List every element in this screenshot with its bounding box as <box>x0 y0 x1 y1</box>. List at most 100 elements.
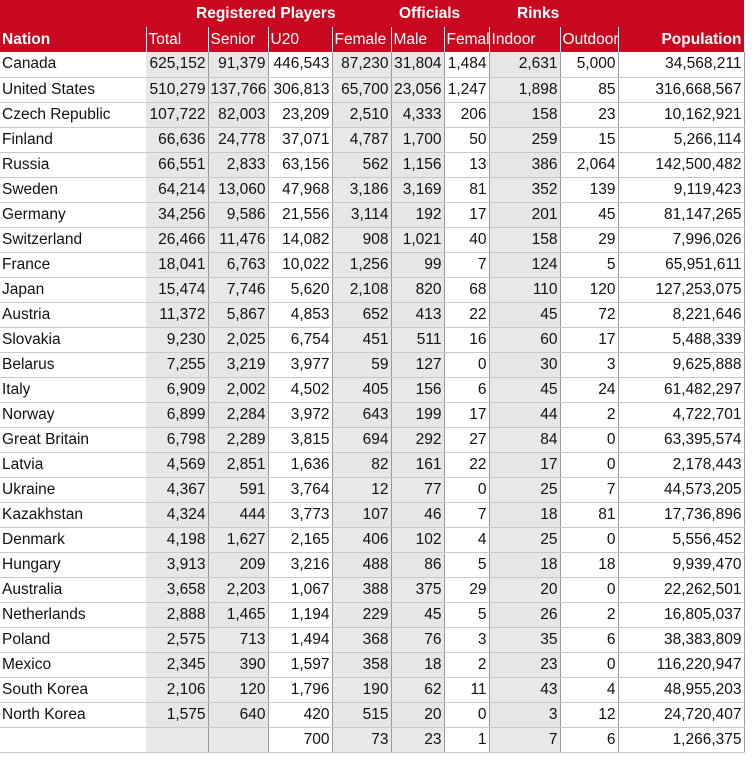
cell-total <box>146 727 209 753</box>
cell-outdoor: 12 <box>560 702 619 728</box>
cell-off-female: 2 <box>444 652 490 678</box>
group-officials: Officials <box>391 0 490 27</box>
table-row: 700 73 23 1 7 6 1,266,375 <box>0 727 745 753</box>
cell-population: 24,720,407 <box>618 702 745 728</box>
cell-total: 26,466 <box>146 227 209 253</box>
cell-indoor: 23 <box>489 652 561 678</box>
cell-indoor: 84 <box>489 427 561 453</box>
cell-u20: 4,853 <box>268 302 333 328</box>
cell-nation: Germany <box>0 202 146 228</box>
cell-female: 12 <box>332 477 392 503</box>
cell-outdoor: 120 <box>560 277 619 303</box>
cell-total: 64,214 <box>146 177 209 203</box>
cell-senior: 1,627 <box>208 527 269 553</box>
cell-outdoor: 139 <box>560 177 619 203</box>
cell-off-female: 40 <box>444 227 490 253</box>
cell-female: 643 <box>332 402 392 428</box>
cell-male: 18 <box>391 652 445 678</box>
cell-male: 45 <box>391 602 445 628</box>
cell-off-female: 1 <box>444 727 490 753</box>
cell-u20: 446,543 <box>268 52 333 78</box>
cell-population: 65,951,611 <box>618 252 745 278</box>
cell-total: 6,909 <box>146 377 209 403</box>
cell-off-female: 1,247 <box>444 77 490 103</box>
col-u20: U20 <box>268 27 333 52</box>
cell-total: 510,279 <box>146 77 209 103</box>
cell-population: 61,482,297 <box>618 377 745 403</box>
cell-outdoor: 45 <box>560 202 619 228</box>
cell-senior: 7,746 <box>208 277 269 303</box>
cell-female: 562 <box>332 152 392 178</box>
table-row: Great Britain 6,798 2,289 3,815 694 292 27 84 0 6… <box>0 427 745 453</box>
cell-outdoor: 6 <box>560 727 619 753</box>
cell-male: 102 <box>391 527 445 553</box>
cell-total: 1,575 <box>146 702 209 728</box>
col-nation: Nation <box>0 27 147 52</box>
cell-population: 9,625,888 <box>618 352 745 378</box>
cell-off-female: 17 <box>444 402 490 428</box>
table-row: Austria 11,372 5,867 4,853 652 413 22 45 72 8,221… <box>0 302 745 328</box>
cell-male: 77 <box>391 477 445 503</box>
cell-outdoor: 24 <box>560 377 619 403</box>
cell-population: 8,221,646 <box>618 302 745 328</box>
cell-population: 9,939,470 <box>618 552 745 578</box>
cell-u20: 21,556 <box>268 202 333 228</box>
cell-off-female: 7 <box>444 502 490 528</box>
cell-male: 99 <box>391 252 445 278</box>
table-row: Hungary 3,913 209 3,216 488 86 5 18 18 9,939,470 <box>0 552 745 578</box>
cell-indoor: 45 <box>489 302 561 328</box>
cell-off-female: 13 <box>444 152 490 178</box>
cell-total: 34,256 <box>146 202 209 228</box>
cell-u20: 6,754 <box>268 327 333 353</box>
cell-indoor: 3 <box>489 702 561 728</box>
cell-off-female: 17 <box>444 202 490 228</box>
cell-total: 4,198 <box>146 527 209 553</box>
cell-female: 405 <box>332 377 392 403</box>
cell-female: 1,256 <box>332 252 392 278</box>
cell-population: 5,266,114 <box>618 127 745 153</box>
table-row: Denmark 4,198 1,627 2,165 406 102 4 25 0 5,556,45… <box>0 527 745 553</box>
cell-senior: 2,289 <box>208 427 269 453</box>
cell-total: 11,372 <box>146 302 209 328</box>
cell-nation: Latvia <box>0 452 146 478</box>
table-row: Japan 15,474 7,746 5,620 2,108 820 68 110 120 127… <box>0 277 745 303</box>
cell-off-female: 0 <box>444 477 490 503</box>
cell-total: 3,658 <box>146 577 209 603</box>
cell-off-female: 27 <box>444 427 490 453</box>
cell-population: 7,996,026 <box>618 227 745 253</box>
cell-senior: 2,002 <box>208 377 269 403</box>
cell-nation: Hungary <box>0 552 146 578</box>
cell-total: 4,367 <box>146 477 209 503</box>
cell-u20: 1,796 <box>268 677 333 703</box>
table-row: Czech Republic 107,722 82,003 23,209 2,510 4,… <box>0 102 745 128</box>
cell-outdoor: 23 <box>560 102 619 128</box>
table-row: Sweden 64,214 13,060 47,968 3,186 3,169 81 352 1… <box>0 177 745 203</box>
cell-u20: 3,977 <box>268 352 333 378</box>
cell-male: 1,021 <box>391 227 445 253</box>
cell-nation: Australia <box>0 577 146 603</box>
cell-u20: 1,194 <box>268 602 333 628</box>
cell-off-female: 1,484 <box>444 52 490 78</box>
cell-nation: Ukraine <box>0 477 146 503</box>
cell-off-female: 68 <box>444 277 490 303</box>
col-female: Female <box>332 27 392 52</box>
cell-outdoor: 2 <box>560 402 619 428</box>
cell-indoor: 25 <box>489 527 561 553</box>
cell-u20: 63,156 <box>268 152 333 178</box>
cell-senior <box>208 727 269 753</box>
cell-indoor: 124 <box>489 252 561 278</box>
cell-female: 515 <box>332 702 392 728</box>
cell-indoor: 2,631 <box>489 52 561 78</box>
cell-u20: 1,636 <box>268 452 333 478</box>
hockey-statistics-table: Registered Players Officials Rinks Natio… <box>0 0 745 753</box>
cell-female: 694 <box>332 427 392 453</box>
cell-indoor: 259 <box>489 127 561 153</box>
table-row: United States 510,279 137,766 306,813 65,700… <box>0 77 745 103</box>
cell-female: 4,787 <box>332 127 392 153</box>
cell-population: 316,668,567 <box>618 77 745 103</box>
cell-total: 66,551 <box>146 152 209 178</box>
cell-female: 190 <box>332 677 392 703</box>
cell-population: 142,500,482 <box>618 152 745 178</box>
table-row: Canada 625,152 91,379 446,543 87,230 31,804 1,… <box>0 52 745 78</box>
cell-indoor: 201 <box>489 202 561 228</box>
